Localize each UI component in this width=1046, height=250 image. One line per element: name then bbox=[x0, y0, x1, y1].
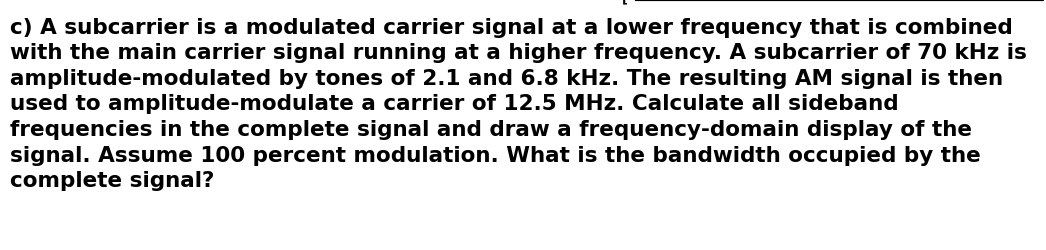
Text: [: [ bbox=[621, 0, 628, 5]
Text: c) A subcarrier is a modulated carrier signal at a lower frequency that is combi: c) A subcarrier is a modulated carrier s… bbox=[10, 18, 1027, 190]
